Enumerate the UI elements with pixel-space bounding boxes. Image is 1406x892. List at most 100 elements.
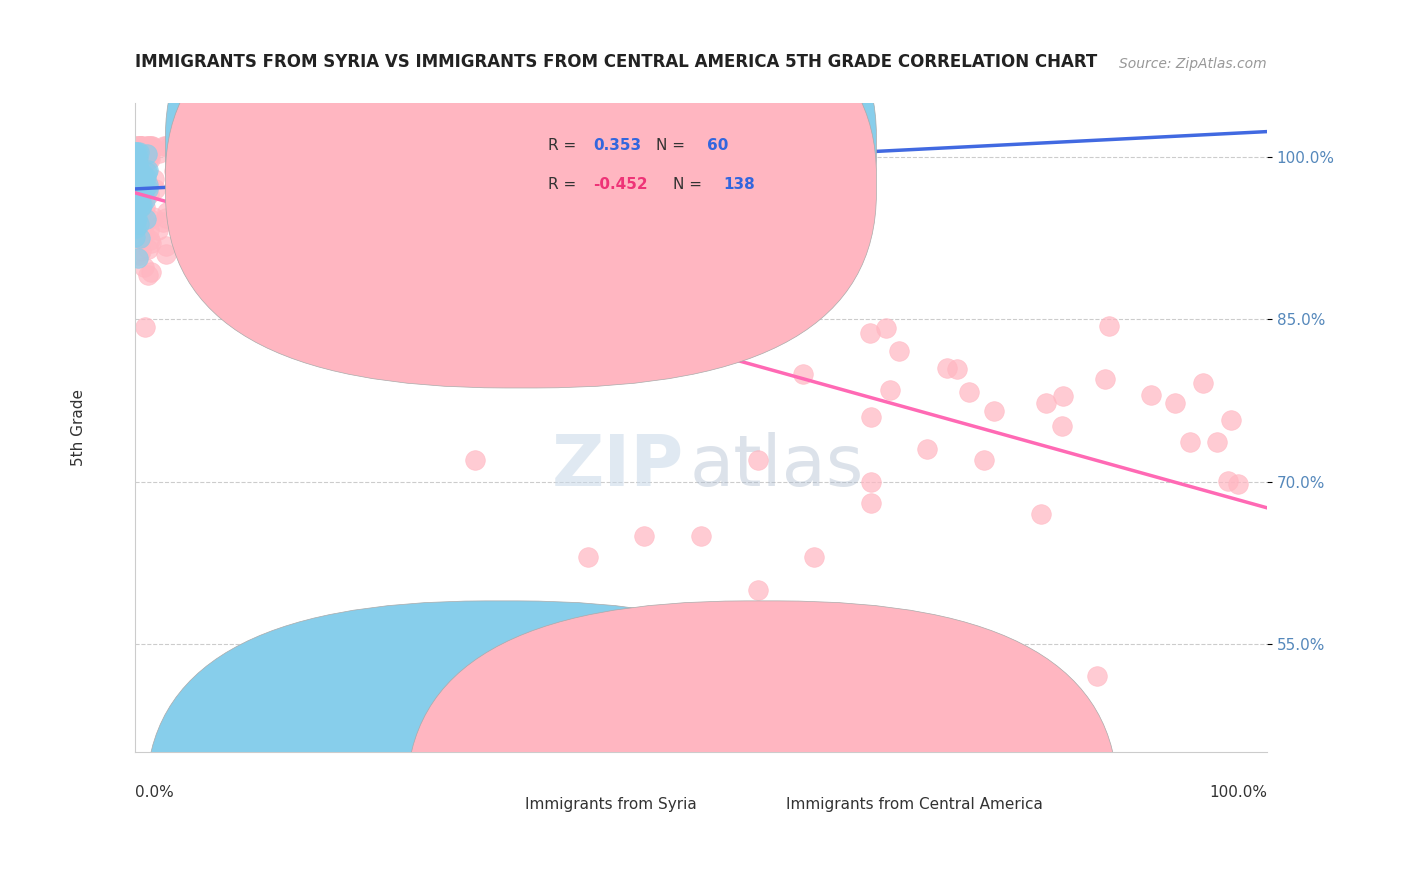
FancyBboxPatch shape <box>486 116 763 211</box>
Point <box>603 316 626 330</box>
Point <box>129 189 152 203</box>
Point <box>131 187 153 202</box>
Point <box>128 248 150 262</box>
Point <box>124 155 146 169</box>
Text: 0.0%: 0.0% <box>135 785 173 799</box>
Point <box>859 409 882 424</box>
Point <box>125 214 148 228</box>
Point <box>125 211 148 225</box>
Point <box>127 194 149 208</box>
Point <box>125 194 148 209</box>
Point <box>128 145 150 160</box>
Point <box>139 233 162 247</box>
Point <box>124 145 146 159</box>
Point <box>148 146 170 161</box>
Point <box>710 343 733 357</box>
Point <box>128 217 150 231</box>
Point <box>127 251 149 265</box>
Point <box>125 196 148 211</box>
Point <box>129 173 152 187</box>
Point <box>155 211 177 225</box>
Point <box>125 171 148 186</box>
Point <box>129 212 152 227</box>
Point <box>134 154 156 169</box>
Point <box>145 181 167 195</box>
Point <box>443 226 465 240</box>
Point <box>124 229 146 244</box>
Point <box>129 197 152 211</box>
Point <box>135 147 157 161</box>
Point <box>127 183 149 197</box>
Point <box>496 288 519 302</box>
Point <box>575 272 598 286</box>
Point <box>136 164 159 178</box>
Point <box>482 272 505 286</box>
Point <box>124 194 146 208</box>
Point <box>172 161 194 175</box>
Point <box>138 242 160 256</box>
Point <box>125 188 148 202</box>
Point <box>576 550 599 565</box>
Point <box>124 145 146 160</box>
Point <box>125 178 148 193</box>
Text: Immigrants from Central America: Immigrants from Central America <box>786 797 1043 812</box>
Point <box>134 319 156 334</box>
Point <box>139 265 162 279</box>
Point <box>792 367 814 381</box>
Point <box>155 246 177 260</box>
Point <box>1178 434 1201 449</box>
Point <box>127 198 149 212</box>
Text: 0.353: 0.353 <box>593 137 641 153</box>
Point <box>129 139 152 153</box>
Point <box>973 453 995 467</box>
Point <box>127 231 149 245</box>
Point <box>124 173 146 187</box>
Point <box>125 139 148 153</box>
Point <box>1035 396 1057 410</box>
Point <box>887 344 910 359</box>
Point <box>125 187 148 202</box>
Point <box>465 224 488 238</box>
Point <box>138 223 160 237</box>
Point <box>128 199 150 213</box>
Point <box>983 404 1005 418</box>
Point <box>159 139 181 153</box>
Text: 138: 138 <box>724 177 755 192</box>
Point <box>138 268 160 282</box>
Point <box>169 202 191 216</box>
Point <box>124 158 146 172</box>
Point <box>936 360 959 375</box>
Point <box>1140 387 1163 401</box>
Point <box>129 231 152 245</box>
Point <box>125 172 148 186</box>
Point <box>1094 372 1116 386</box>
Point <box>281 176 304 190</box>
Point <box>124 154 146 169</box>
Point <box>124 173 146 187</box>
Point <box>125 221 148 235</box>
Point <box>125 184 148 198</box>
Point <box>128 162 150 177</box>
Point <box>946 361 969 376</box>
Text: -0.452: -0.452 <box>593 177 648 192</box>
Point <box>128 139 150 153</box>
Point <box>1192 376 1215 390</box>
Point <box>128 188 150 202</box>
Text: ZIP: ZIP <box>551 432 683 501</box>
Point <box>690 529 713 543</box>
Point <box>135 212 157 227</box>
Point <box>875 320 897 334</box>
Point <box>134 260 156 275</box>
Text: N =: N = <box>672 177 706 192</box>
FancyBboxPatch shape <box>406 601 1118 892</box>
Point <box>127 154 149 169</box>
Point <box>747 582 769 597</box>
Point <box>124 192 146 206</box>
Point <box>128 188 150 202</box>
Point <box>129 195 152 210</box>
Point <box>134 193 156 207</box>
Point <box>135 170 157 185</box>
FancyBboxPatch shape <box>166 0 876 388</box>
Point <box>128 148 150 162</box>
Point <box>135 182 157 196</box>
